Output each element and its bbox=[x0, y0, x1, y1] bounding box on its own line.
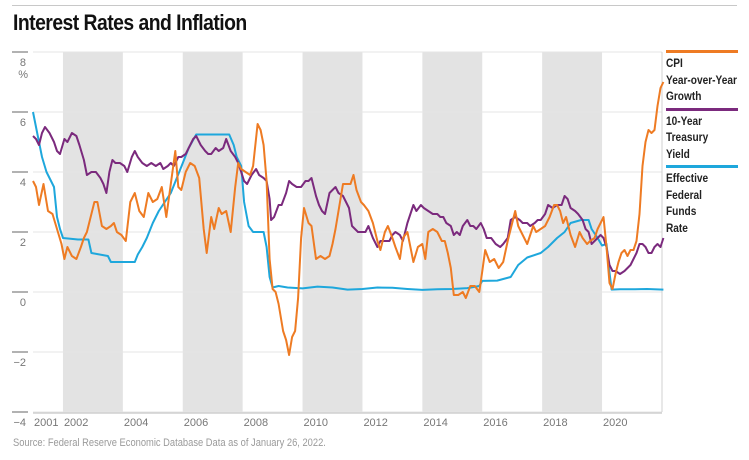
legend-label-line: Effective bbox=[666, 173, 709, 185]
x-tick-label: 2006 bbox=[184, 417, 208, 429]
x-tick-label: 2002 bbox=[64, 417, 88, 429]
top-rule bbox=[12, 5, 737, 6]
y-tick-label: −4 bbox=[13, 417, 26, 429]
y-tick-label: −2 bbox=[13, 357, 26, 369]
legend-label: CPI Year-over-Year Growth bbox=[666, 56, 737, 106]
legend-label-line: Yield bbox=[666, 148, 690, 161]
legend-label-line: Treasury bbox=[666, 132, 709, 144]
x-tick-label: 2001 bbox=[34, 417, 58, 429]
legend-item-treasury: 10-Year Treasury Yield bbox=[666, 107, 738, 164]
y-unit-label: % bbox=[18, 69, 28, 81]
legend: CPI Year-over-Year Growth 10-Year Treasury Y… bbox=[666, 50, 738, 239]
x-axis: 2001 2002 2004 2006 2008 2010 2012 2014 2016 2018… bbox=[34, 417, 628, 429]
gridlines bbox=[33, 51, 663, 414]
series-lines bbox=[32, 81, 665, 356]
legend-item-fed-funds: Effective Federal Funds Rate bbox=[666, 165, 738, 237]
legend-label-line: Federal bbox=[666, 189, 703, 202]
legend-label-line: Growth bbox=[666, 91, 702, 103]
x-tick-label: 2020 bbox=[603, 417, 627, 429]
legend-label-line: Funds bbox=[666, 206, 697, 218]
cpi-line bbox=[32, 81, 665, 356]
x-tick-label: 2014 bbox=[423, 417, 447, 429]
x-tick-label: 2008 bbox=[244, 417, 268, 429]
x-tick-label: 2010 bbox=[304, 417, 328, 429]
y-tick-label: 6 bbox=[20, 117, 26, 129]
legend-label-line: Year-over-Year bbox=[666, 74, 737, 87]
y-tick-label: 8 bbox=[20, 57, 26, 69]
legend-label: Effective Federal Funds Rate bbox=[666, 171, 729, 237]
x-tick-label: 2018 bbox=[543, 417, 567, 429]
y-tick-label: 4 bbox=[20, 177, 26, 189]
y-tick-label: 2 bbox=[20, 237, 26, 249]
source-note: Source: Federal Reserve Economic Databas… bbox=[13, 437, 326, 449]
legend-label-line: CPI bbox=[666, 58, 683, 70]
legend-item-cpi: CPI Year-over-Year Growth bbox=[666, 50, 738, 106]
legend-label-line: 10-Year bbox=[666, 115, 703, 128]
x-tick-label: 2016 bbox=[483, 417, 507, 429]
legend-label: 10-Year Treasury Yield bbox=[666, 114, 729, 164]
treasury-yield-line bbox=[32, 126, 665, 275]
y-axis: 8 6 4 2 0 −2 −4% bbox=[12, 51, 28, 429]
x-tick-label: 2004 bbox=[124, 417, 148, 429]
y-tick-label: 0 bbox=[20, 297, 26, 309]
x-tick-label: 2012 bbox=[363, 417, 387, 429]
legend-label-line: Rate bbox=[666, 222, 688, 235]
chart-title: Interest Rates and Inflation bbox=[13, 10, 247, 35]
